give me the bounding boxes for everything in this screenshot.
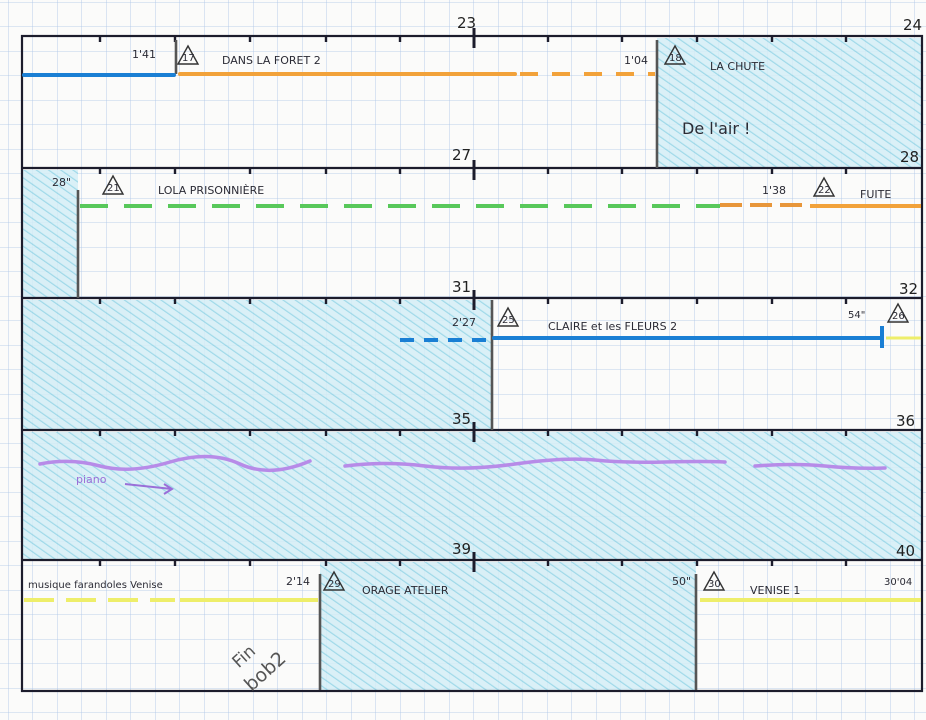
measure-36: 36 xyxy=(896,412,915,430)
measure-23: 23 xyxy=(457,14,476,32)
measure-32: 32 xyxy=(899,280,918,298)
cue25-number: 25 xyxy=(502,315,515,326)
measure-numbers: 23 24 27 28 31 32 35 36 39 40 xyxy=(452,14,922,560)
piano-wave-3 xyxy=(753,462,887,470)
cue18-number: 18 xyxy=(669,53,682,64)
cue18-title: LA CHUTE xyxy=(710,60,765,73)
piano-label: piano xyxy=(76,473,107,486)
piano-wave-1 xyxy=(38,454,312,473)
row-4: piano xyxy=(38,454,887,495)
measure-40: 40 xyxy=(896,542,915,560)
cue21-number: 21 xyxy=(107,183,120,194)
piano-wave-2 xyxy=(343,457,727,470)
row-1: 1'41 17 DANS LA FORET 2 1'04 18 LA CHUTE… xyxy=(22,44,765,138)
cue26-triangle xyxy=(886,302,910,323)
cue22-number: 22 xyxy=(818,185,831,196)
measure-31: 31 xyxy=(452,278,471,296)
measure-35: 35 xyxy=(452,410,471,428)
hatch-row5-middle xyxy=(320,562,696,691)
hatch-row4-full xyxy=(22,432,922,560)
cue30-title: VENISE 1 xyxy=(750,584,800,597)
frame-border xyxy=(20,34,924,693)
cue29-number: 29 xyxy=(328,579,341,590)
cue30-triangle xyxy=(702,570,726,591)
hatched-regions xyxy=(22,38,922,691)
hatch-row1-right xyxy=(657,38,922,168)
cue26-time: 54" xyxy=(848,310,865,321)
hatch-row2-left xyxy=(22,170,78,298)
cue29-triangle xyxy=(322,570,346,591)
cue18-time: 1'04 xyxy=(624,54,648,67)
cue18-triangle xyxy=(663,44,687,65)
cue29-time: 2'14 xyxy=(286,575,310,588)
measure-28: 28 xyxy=(900,148,919,166)
cue17-triangle xyxy=(176,44,200,65)
cue26-number: 26 xyxy=(892,311,905,322)
measure-24: 24 xyxy=(903,16,922,34)
cue30-number: 30 xyxy=(708,579,721,590)
cue17-number: 17 xyxy=(182,53,195,64)
cue18-note: De l'air ! xyxy=(682,119,750,138)
cue25-time: 2'27 xyxy=(452,316,476,329)
cue22-time: 1'38 xyxy=(762,184,786,197)
cue22-triangle xyxy=(812,176,836,197)
cue21-triangle xyxy=(101,174,125,195)
cue30-time: 50" xyxy=(672,575,691,588)
cue22-title: FUITE xyxy=(860,188,891,201)
row-3: 2'27 25 CLAIRE et les FLEURS 2 54" 26 xyxy=(400,302,921,348)
cue17-title: DANS LA FORET 2 xyxy=(222,54,321,67)
cue17-time: 1'41 xyxy=(132,48,156,61)
pre-cue29-label: musique farandoles Venise xyxy=(28,580,163,591)
cue21-time: 28" xyxy=(52,176,71,189)
measure-27: 27 xyxy=(452,146,471,164)
cue25-triangle xyxy=(496,306,520,327)
measure-39: 39 xyxy=(452,540,471,558)
cue-barlines xyxy=(76,40,698,690)
hatch-row3-left xyxy=(22,300,492,430)
cue29-title: ORAGE ATELIER xyxy=(362,584,449,597)
piano-arrow-icon xyxy=(124,483,174,495)
row-2: 28" 21 LOLA PRISONNIÈRE 1'38 22 FUITE xyxy=(52,174,921,208)
cue25-title: CLAIRE et les FLEURS 2 xyxy=(548,320,677,333)
cue21-title: LOLA PRISONNIÈRE xyxy=(158,184,264,197)
beat-ticks xyxy=(98,28,848,572)
cue30-end-time: 30'04 xyxy=(884,577,912,588)
